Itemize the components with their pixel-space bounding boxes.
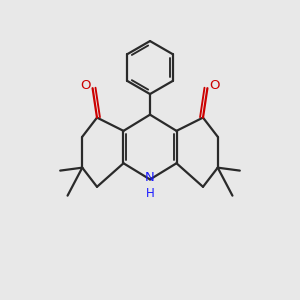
- Text: N: N: [145, 172, 155, 184]
- Text: O: O: [209, 79, 220, 92]
- Text: O: O: [80, 79, 91, 92]
- Text: H: H: [146, 187, 154, 200]
